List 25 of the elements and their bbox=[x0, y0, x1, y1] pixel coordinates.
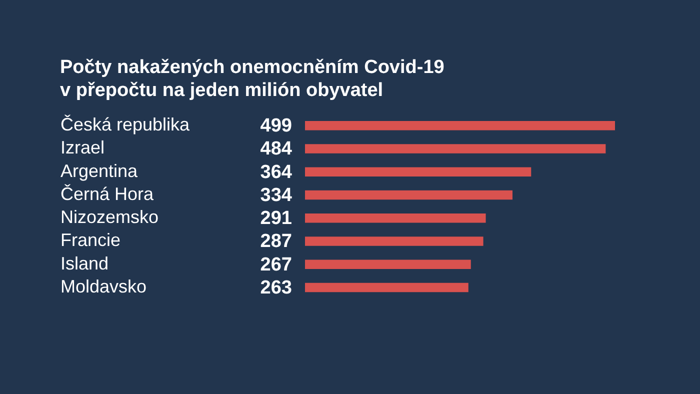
y-tick-label: Francie bbox=[60, 230, 121, 250]
y-tick-label: Česká republika bbox=[60, 114, 191, 135]
bar bbox=[305, 282, 468, 292]
data-label: 334 bbox=[260, 184, 292, 206]
bar bbox=[305, 167, 532, 176]
bar bbox=[305, 190, 512, 200]
y-tick-label: Moldavsko bbox=[60, 276, 147, 296]
y-tick-label: Argentina bbox=[60, 160, 139, 181]
y-tick-label: Černá Hora bbox=[60, 184, 155, 204]
data-label: 484 bbox=[260, 138, 292, 160]
y-tick-label: Izrael bbox=[60, 138, 105, 158]
data-label: 291 bbox=[260, 208, 292, 230]
bar bbox=[305, 144, 606, 154]
y-tick-label: Nizozemsko bbox=[60, 207, 159, 228]
bar bbox=[305, 260, 471, 269]
data-label: 263 bbox=[260, 277, 292, 298]
data-label: 364 bbox=[260, 162, 292, 183]
bar bbox=[305, 213, 486, 223]
bar bbox=[305, 236, 484, 246]
chart-title: Počty nakažených onemocněním Covid-19 v přepočtu na jeden milión obyvatel bbox=[60, 57, 444, 101]
y-tick-label: Island bbox=[60, 253, 109, 274]
data-label: 267 bbox=[260, 254, 292, 276]
data-label: 287 bbox=[260, 231, 292, 252]
data-label: 499 bbox=[260, 116, 292, 137]
bar bbox=[305, 120, 615, 130]
